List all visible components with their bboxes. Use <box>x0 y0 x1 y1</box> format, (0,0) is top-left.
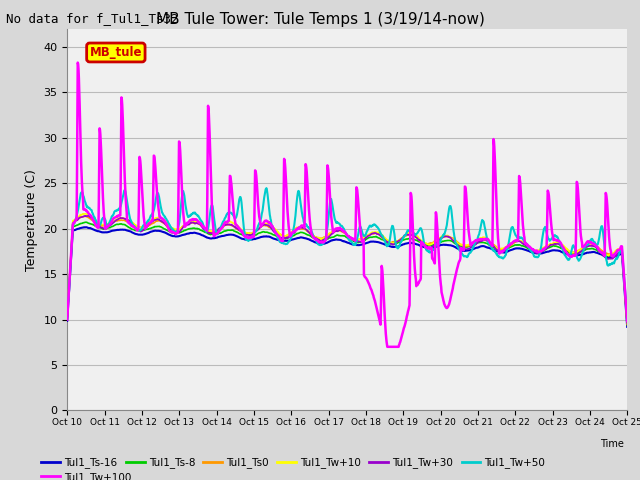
Y-axis label: Temperature (C): Temperature (C) <box>25 168 38 271</box>
Text: Time: Time <box>600 439 624 449</box>
Text: MB Tule Tower: Tule Temps 1 (3/19/14-now): MB Tule Tower: Tule Temps 1 (3/19/14-now… <box>156 12 484 27</box>
Text: MB_tule: MB_tule <box>90 46 142 59</box>
Text: No data for f_Tul1_Ts32: No data for f_Tul1_Ts32 <box>6 12 179 25</box>
Legend: Tul1_Tw+100: Tul1_Tw+100 <box>37 468 136 480</box>
Legend: Tul1_Ts-16, Tul1_Ts-8, Tul1_Ts0, Tul1_Tw+10, Tul1_Tw+30, Tul1_Tw+50: Tul1_Ts-16, Tul1_Ts-8, Tul1_Ts0, Tul1_Tw… <box>37 453 550 472</box>
